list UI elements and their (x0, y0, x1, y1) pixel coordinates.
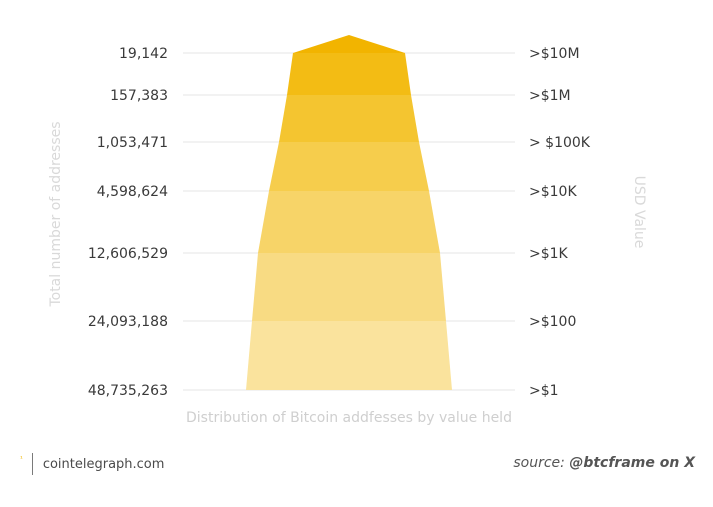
pyramid-band-3 (269, 142, 429, 191)
pyramid-band-6 (246, 321, 452, 390)
usd-value-labels: >$10M >$1M > $100K >$10K >$1K >$100 >$1 (529, 46, 591, 399)
left-axis-title: Total number of addresses (48, 121, 64, 307)
address-count-label-5: 24,093,188 (88, 314, 168, 330)
address-count-labels: 19,142 157,383 1,053,471 4,598,624 12,606,52… (88, 46, 168, 399)
x-axis-title: Distribution of Bitcoin addfesses by val… (186, 410, 512, 426)
address-count-label-3: 4,598,624 (97, 184, 168, 200)
pyramid-bands (246, 35, 452, 390)
right-axis-title: USD Value (631, 176, 647, 249)
pyramid-band-1 (287, 53, 411, 95)
footer-source: source: @btcframe on X (513, 455, 695, 471)
footer-site-link[interactable]: cointelegraph.com (42, 456, 165, 472)
footer-mark: ¹ (20, 455, 23, 463)
pyramid-band-5 (252, 253, 446, 321)
footer-divider (31, 453, 33, 475)
address-count-label-0: 19,142 (119, 46, 168, 62)
source-prefix: source: (513, 455, 565, 471)
address-count-label-2: 1,053,471 (97, 135, 168, 151)
pyramid-band-0 (293, 35, 405, 53)
pyramid-chart: 19,142 157,383 1,053,471 4,598,624 12,606,52… (48, 35, 647, 426)
usd-value-label-3: >$10K (529, 184, 577, 200)
source-name[interactable]: @btcframe on X (569, 455, 695, 471)
usd-value-label-1: >$1M (529, 88, 571, 104)
address-count-label-4: 12,606,529 (88, 246, 168, 262)
usd-value-label-5: >$100 (529, 314, 576, 330)
pyramid-band-4 (258, 191, 440, 253)
usd-value-label-6: >$1 (529, 383, 559, 399)
address-count-label-1: 157,383 (110, 88, 168, 104)
usd-value-label-4: >$1K (529, 246, 569, 262)
usd-value-label-2: > $100K (529, 135, 591, 151)
footer-brand: ¹ cointelegraph.com (20, 452, 164, 476)
address-count-label-6: 48,735,263 (88, 383, 168, 399)
pyramid-band-2 (279, 95, 419, 142)
usd-value-label-0: >$10M (529, 46, 580, 62)
